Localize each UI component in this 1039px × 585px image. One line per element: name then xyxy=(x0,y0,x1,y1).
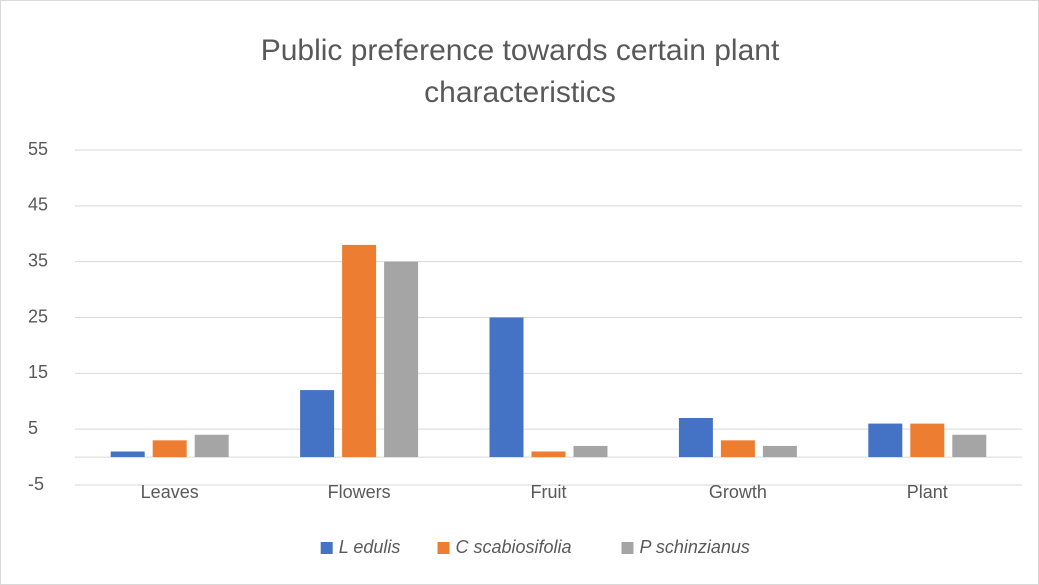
x-tick-label: Plant xyxy=(907,482,948,502)
legend-swatch xyxy=(621,542,634,554)
legend-label: P schinzianus xyxy=(640,537,750,557)
y-tick-label: 5 xyxy=(28,418,38,438)
chart-title: Public preference towards certain plant … xyxy=(260,34,780,109)
x-tick-label: Growth xyxy=(709,482,767,502)
bar xyxy=(720,440,755,458)
y-tick-label: 15 xyxy=(28,362,48,382)
legend-label: L edulis xyxy=(339,537,401,557)
bar xyxy=(910,423,945,458)
bar xyxy=(531,451,566,458)
bar xyxy=(868,423,903,458)
bar xyxy=(194,434,229,458)
bar xyxy=(300,390,335,458)
legend-label: C scabiosifolia xyxy=(456,537,572,557)
bar xyxy=(384,261,419,458)
x-tick-label: Leaves xyxy=(141,482,199,502)
bar xyxy=(678,418,713,458)
bar xyxy=(110,451,145,458)
y-tick-label: 25 xyxy=(28,306,48,326)
bar xyxy=(152,440,187,458)
legend-swatch xyxy=(320,542,333,554)
bar xyxy=(762,445,797,458)
legend-swatch xyxy=(437,542,450,554)
bar xyxy=(952,434,987,458)
x-tick-label: Fruit xyxy=(531,482,567,502)
y-tick-label: 45 xyxy=(28,195,48,215)
bar xyxy=(573,445,608,458)
y-tick-label: 55 xyxy=(28,139,48,159)
y-tick-label: -5 xyxy=(28,474,44,494)
x-tick-label: Flowers xyxy=(328,482,391,502)
bar xyxy=(489,317,524,458)
y-tick-label: 35 xyxy=(28,250,48,270)
bar xyxy=(342,244,377,458)
